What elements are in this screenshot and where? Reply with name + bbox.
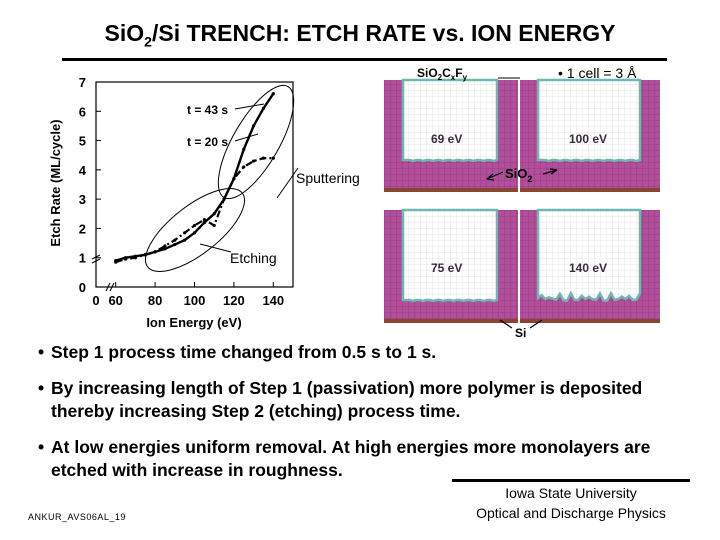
series-label-t20: t = 20 s <box>187 135 228 149</box>
data-point <box>252 159 256 163</box>
footer-rule <box>452 479 690 482</box>
footer-group: Optical and Discharge Physics <box>476 505 666 521</box>
x-tick-label: 100 <box>184 293 206 308</box>
panel-trench-grid-3 <box>538 210 640 301</box>
data-point <box>163 247 167 251</box>
sio2-arrowhead-right <box>549 168 558 175</box>
bullet-item: • At low energies uniform removal. At hi… <box>38 436 698 482</box>
bullet-item: • By increasing length of Step 1 (passiv… <box>38 377 698 423</box>
energy-label-140: 140 eV <box>569 261 607 275</box>
x-tick-label: 120 <box>223 293 245 308</box>
sio2-label: SiO2 <box>505 166 532 184</box>
x-tick-label: 60 <box>108 293 122 308</box>
data-point <box>192 231 197 235</box>
series-line-0 <box>115 93 275 262</box>
t20-leader <box>234 133 259 142</box>
panel-trench-grid-2 <box>403 210 497 301</box>
bullet-text: At low energies uniform removal. At high… <box>51 437 651 480</box>
bullet-item: • Step 1 process time changed from 0.5 s… <box>38 341 698 364</box>
polymer-label: SiO2CxFy <box>417 66 468 82</box>
data-point <box>183 231 187 235</box>
panel-trench-grid-0 <box>403 80 497 161</box>
bullet-dot: • <box>38 437 45 457</box>
energy-label-100: 100 eV <box>569 132 607 146</box>
sio2-arrow-left <box>486 171 504 180</box>
data-point <box>133 256 137 260</box>
data-point <box>242 147 246 151</box>
y-axis-break <box>91 254 101 264</box>
data-point <box>252 124 256 128</box>
data-point <box>183 238 187 242</box>
etching-annotation: Etching <box>230 250 277 266</box>
y-tick-label: 7 <box>79 75 86 90</box>
title-underline <box>62 58 667 61</box>
si-arrows <box>499 319 543 329</box>
data-point <box>163 244 167 248</box>
data-point <box>232 177 236 181</box>
panel-trench-grid-1 <box>538 80 640 161</box>
energy-label-69: 69 eV <box>431 132 462 146</box>
footer-university: Iowa State University <box>505 485 637 501</box>
bullet-dot: • <box>38 378 45 398</box>
panel-silicon-0 <box>384 188 518 192</box>
x-axis-break <box>105 282 115 292</box>
etching-leader <box>199 243 232 253</box>
series-label-t43: t = 43 s <box>187 103 228 117</box>
trench-profile-panels: • 1 cell = 3 Å SiO2CxFy SiO2 Si 69 eV 10… <box>384 65 660 340</box>
data-point <box>114 260 118 264</box>
data-point <box>173 238 177 242</box>
y-tick-label: 1 <box>79 251 86 266</box>
panel-wall-0 <box>401 78 499 163</box>
chart-plot-area: 0 1 2 3 4 5 6 7 0 60 80 100 120 140 <box>79 75 299 308</box>
sio2-arrowhead-left <box>486 173 495 181</box>
panel-silicon-2 <box>384 319 518 323</box>
panel-silicon-1 <box>520 188 660 192</box>
cell-size-legend: • 1 cell = 3 Å <box>558 65 637 81</box>
bullet-text: Step 1 process time changed from 0.5 s t… <box>51 342 437 362</box>
data-point <box>202 220 206 225</box>
energy-label-75: 75 eV <box>431 261 462 275</box>
y-tick-label: 4 <box>79 163 87 178</box>
data-point <box>271 92 275 96</box>
sio2-arrow-right <box>542 169 558 175</box>
data-point <box>261 106 266 110</box>
etching-ellipse <box>144 188 246 272</box>
x-tick-label: 140 <box>262 293 284 308</box>
si-label: Si <box>515 326 526 340</box>
panel-silicon-3 <box>520 319 660 323</box>
y-tick-label: 0 <box>79 280 86 295</box>
panels-root <box>384 77 660 329</box>
sputtering-annotation: Sputtering <box>296 170 360 186</box>
slide-title: SiO2/Si TRENCH: ETCH RATE vs. ION ENERGY <box>104 20 616 50</box>
x-tick-label: 0 <box>92 293 99 308</box>
data-point <box>123 257 128 261</box>
sputtering-ellipse <box>217 84 295 200</box>
x-tick-label: 80 <box>148 293 162 308</box>
data-point <box>202 218 206 222</box>
panel-wall-3 <box>536 208 642 303</box>
bullet-text: By increasing length of Step 1 (passivat… <box>51 378 643 421</box>
data-point <box>212 223 216 228</box>
panel-wall-2 <box>401 208 499 303</box>
data-point <box>261 156 266 160</box>
data-point <box>242 165 246 169</box>
bullet-dot: • <box>38 342 45 362</box>
y-tick-label: 3 <box>79 192 86 207</box>
sputtering-leader <box>276 167 299 199</box>
y-axis-label: Etch Rate (ML/cycle) <box>48 119 63 246</box>
slide-id: ANKUR_AVS06AL_19 <box>28 512 126 522</box>
data-point <box>173 242 177 247</box>
panel-wall-1 <box>536 78 642 163</box>
y-tick-label: 2 <box>79 221 86 236</box>
data-point <box>153 250 157 254</box>
series-line-1 <box>115 157 274 264</box>
x-axis-label: Ion Energy (eV) <box>146 315 241 330</box>
y-tick-label: 5 <box>79 134 86 149</box>
y-tick-label: 6 <box>79 104 86 119</box>
etch-rate-chart: 0 1 2 3 4 5 6 7 0 60 80 100 120 140 Etch Rate (ML/cyc… <box>48 75 360 330</box>
t43-leader <box>234 103 265 110</box>
data-point <box>212 212 216 216</box>
data-point <box>192 223 197 228</box>
